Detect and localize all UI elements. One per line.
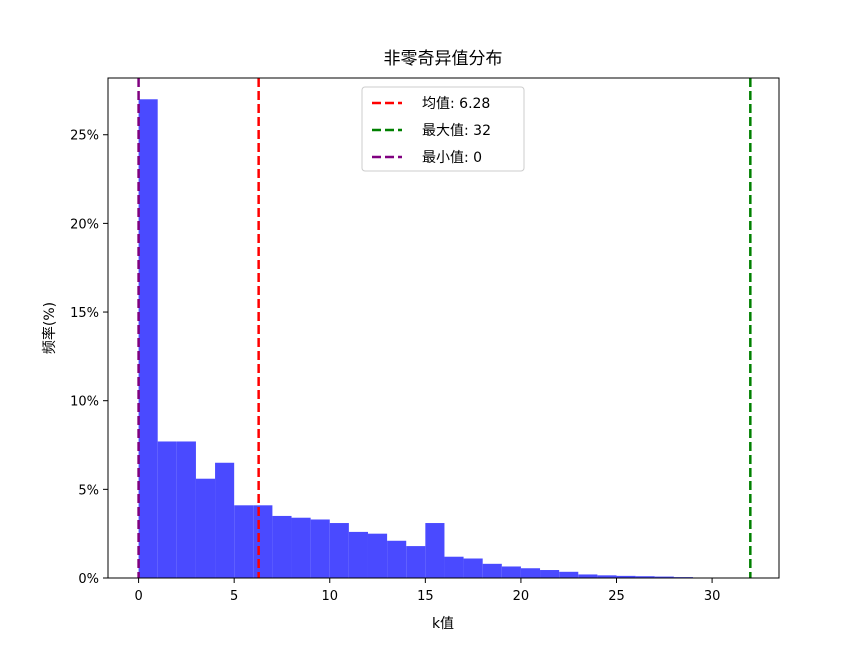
x-tick-label: 25 [608,589,625,604]
y-tick-label: 10% [70,395,99,410]
x-tick-label: 30 [704,589,721,604]
y-tick-label: 25% [70,129,99,144]
histogram-bar [367,533,388,578]
y-axis-label: 频率(%) [41,302,58,354]
legend-entry-label: 最大值: 32 [422,123,491,139]
histogram-bar [195,478,216,578]
y-tick-label: 20% [70,217,99,232]
legend: 均值: 6.28 最大值: 32 最小值: 0 [361,86,525,172]
histogram-bar [291,517,311,578]
histogram-bar [635,576,655,578]
x-tick-label: 10 [321,589,338,604]
legend-box [361,86,525,172]
histogram-bar [348,531,368,578]
x-tick-label: 15 [417,589,434,604]
histogram-bar [520,568,541,578]
axes-frame [107,77,780,579]
x-tick-label: 20 [513,589,530,604]
histogram-bar [157,441,177,578]
y-tick-label: 15% [70,306,99,321]
histogram-bar [654,576,674,578]
histogram-bar [501,566,521,578]
y-ticks-group: 0% 5% 10% 15% 20% 25% [70,129,108,587]
histogram-bar [482,563,502,578]
legend-entry-label: 最小值: 0 [422,150,482,166]
x-axis-label: k值 [432,616,454,632]
y-tick-label: 5% [78,483,99,498]
histogram-bar [215,462,235,578]
x-ticks-group: 0 5 10 15 20 25 30 [134,578,720,604]
histogram-bar [425,523,445,578]
histogram-bar [406,546,426,578]
x-tick-label: 5 [230,589,238,604]
histogram-bar [578,574,598,578]
histogram-bar [616,575,636,578]
histogram-bar [176,441,196,578]
histogram-bar [444,556,464,578]
histogram-bar [387,540,407,578]
histogram-bar [329,523,349,578]
x-tick-label: 0 [134,589,142,604]
histogram-bar [234,505,254,578]
histogram-bar [540,570,560,578]
histogram-bar [138,99,158,578]
histogram-bar [559,571,579,578]
chart-title: 非零奇异值分布 [384,49,503,69]
y-tick-label: 0% [78,572,99,587]
reference-lines-group [137,78,752,578]
histogram-bar [597,575,617,578]
histogram-bar [272,515,292,578]
histogram-bar [463,558,483,578]
legend-entry-label: 均值: 6.28 [422,96,490,112]
histogram-bar [310,519,330,578]
histogram-bar [253,505,273,578]
